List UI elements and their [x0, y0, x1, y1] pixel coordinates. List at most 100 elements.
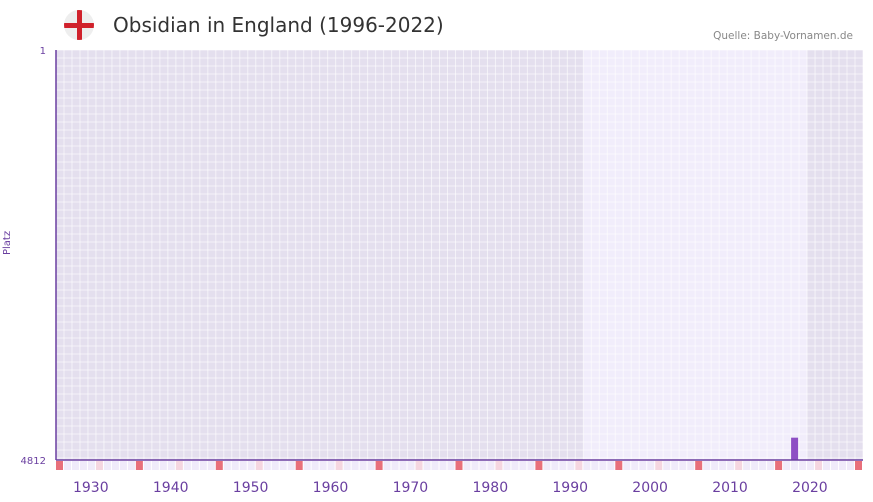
year-marker — [415, 461, 423, 470]
year-marker — [423, 461, 431, 470]
x-tick-label: 1950 — [233, 480, 269, 496]
source-link[interactable]: Quelle: Baby-Vornamen.de — [713, 30, 853, 42]
year-marker — [71, 461, 79, 470]
year-marker — [511, 461, 519, 470]
year-marker — [447, 461, 455, 470]
year-marker — [175, 461, 183, 470]
year-marker — [87, 461, 95, 470]
year-marker — [799, 461, 807, 470]
year-marker — [575, 461, 583, 470]
year-marker — [279, 461, 287, 470]
year-marker — [743, 461, 751, 470]
year-marker — [223, 461, 231, 470]
year-marker — [311, 461, 319, 470]
year-marker — [343, 461, 351, 470]
year-marker — [503, 461, 511, 470]
year-marker — [615, 461, 623, 470]
year-marker — [823, 461, 831, 470]
year-marker — [367, 461, 375, 470]
year-marker — [855, 461, 862, 470]
year-marker — [535, 461, 543, 470]
year-marker — [559, 461, 567, 470]
year-marker — [671, 461, 679, 470]
x-tick-label: 1930 — [73, 480, 109, 496]
x-tick-label: 1980 — [472, 480, 508, 496]
year-marker — [527, 461, 535, 470]
year-marker — [239, 461, 247, 470]
year-marker — [183, 461, 191, 470]
year-marker — [56, 461, 63, 470]
year-marker — [295, 461, 303, 470]
year-marker — [759, 461, 767, 470]
year-marker — [495, 461, 503, 470]
year-marker — [583, 461, 591, 470]
bar-2020 — [791, 437, 799, 460]
year-marker — [111, 461, 119, 470]
year-marker — [399, 461, 407, 470]
year-marker — [95, 461, 103, 470]
year-marker — [815, 461, 823, 470]
year-marker — [471, 461, 479, 470]
year-marker — [551, 461, 559, 470]
year-marker — [479, 461, 487, 470]
year-marker — [719, 461, 727, 470]
year-marker — [623, 461, 631, 470]
year-marker — [847, 461, 855, 470]
year-marker — [351, 461, 359, 470]
year-marker — [703, 461, 711, 470]
year-marker — [663, 461, 671, 470]
year-marker — [695, 461, 703, 470]
year-marker — [271, 461, 279, 470]
year-marker — [439, 461, 447, 470]
year-marker — [359, 461, 367, 470]
year-marker — [263, 461, 271, 470]
year-marker — [783, 461, 791, 470]
year-marker — [655, 461, 663, 470]
year-marker — [199, 461, 207, 470]
year-marker — [431, 461, 439, 470]
year-marker — [151, 461, 159, 470]
year-marker — [711, 461, 719, 470]
year-marker — [143, 461, 151, 470]
year-marker — [335, 461, 343, 470]
year-marker — [159, 461, 167, 470]
year-marker — [455, 461, 463, 470]
x-tick-label: 2020 — [792, 480, 828, 496]
year-marker — [775, 461, 783, 470]
england-flag-icon — [64, 10, 94, 40]
year-marker — [487, 461, 495, 470]
x-tick-label: 2010 — [712, 480, 748, 496]
year-marker — [207, 461, 215, 470]
x-tick-label: 2000 — [632, 480, 668, 496]
year-marker — [543, 461, 551, 470]
year-marker — [103, 461, 111, 470]
year-marker — [255, 461, 263, 470]
y-tick-label: 1 — [40, 46, 46, 57]
year-marker — [807, 461, 815, 470]
year-marker — [407, 461, 415, 470]
year-marker — [79, 461, 87, 470]
x-tick-label: 1990 — [552, 480, 588, 496]
year-marker — [839, 461, 847, 470]
year-marker — [679, 461, 687, 470]
year-marker — [215, 461, 223, 470]
year-marker — [607, 461, 615, 470]
y-tick-label: 4812 — [21, 456, 46, 467]
year-marker — [191, 461, 199, 470]
year-marker — [567, 461, 575, 470]
year-marker — [735, 461, 743, 470]
year-marker — [327, 461, 335, 470]
year-marker — [231, 461, 239, 470]
year-marker — [791, 461, 799, 470]
year-marker — [167, 461, 175, 470]
year-marker — [383, 461, 391, 470]
year-marker — [127, 461, 135, 470]
year-marker — [375, 461, 383, 470]
year-marker — [831, 461, 839, 470]
year-marker — [647, 461, 655, 470]
year-marker — [639, 461, 647, 470]
page-title: Obsidian in England (1996-2022) — [113, 13, 444, 37]
year-marker — [135, 461, 143, 470]
year-marker — [591, 461, 599, 470]
